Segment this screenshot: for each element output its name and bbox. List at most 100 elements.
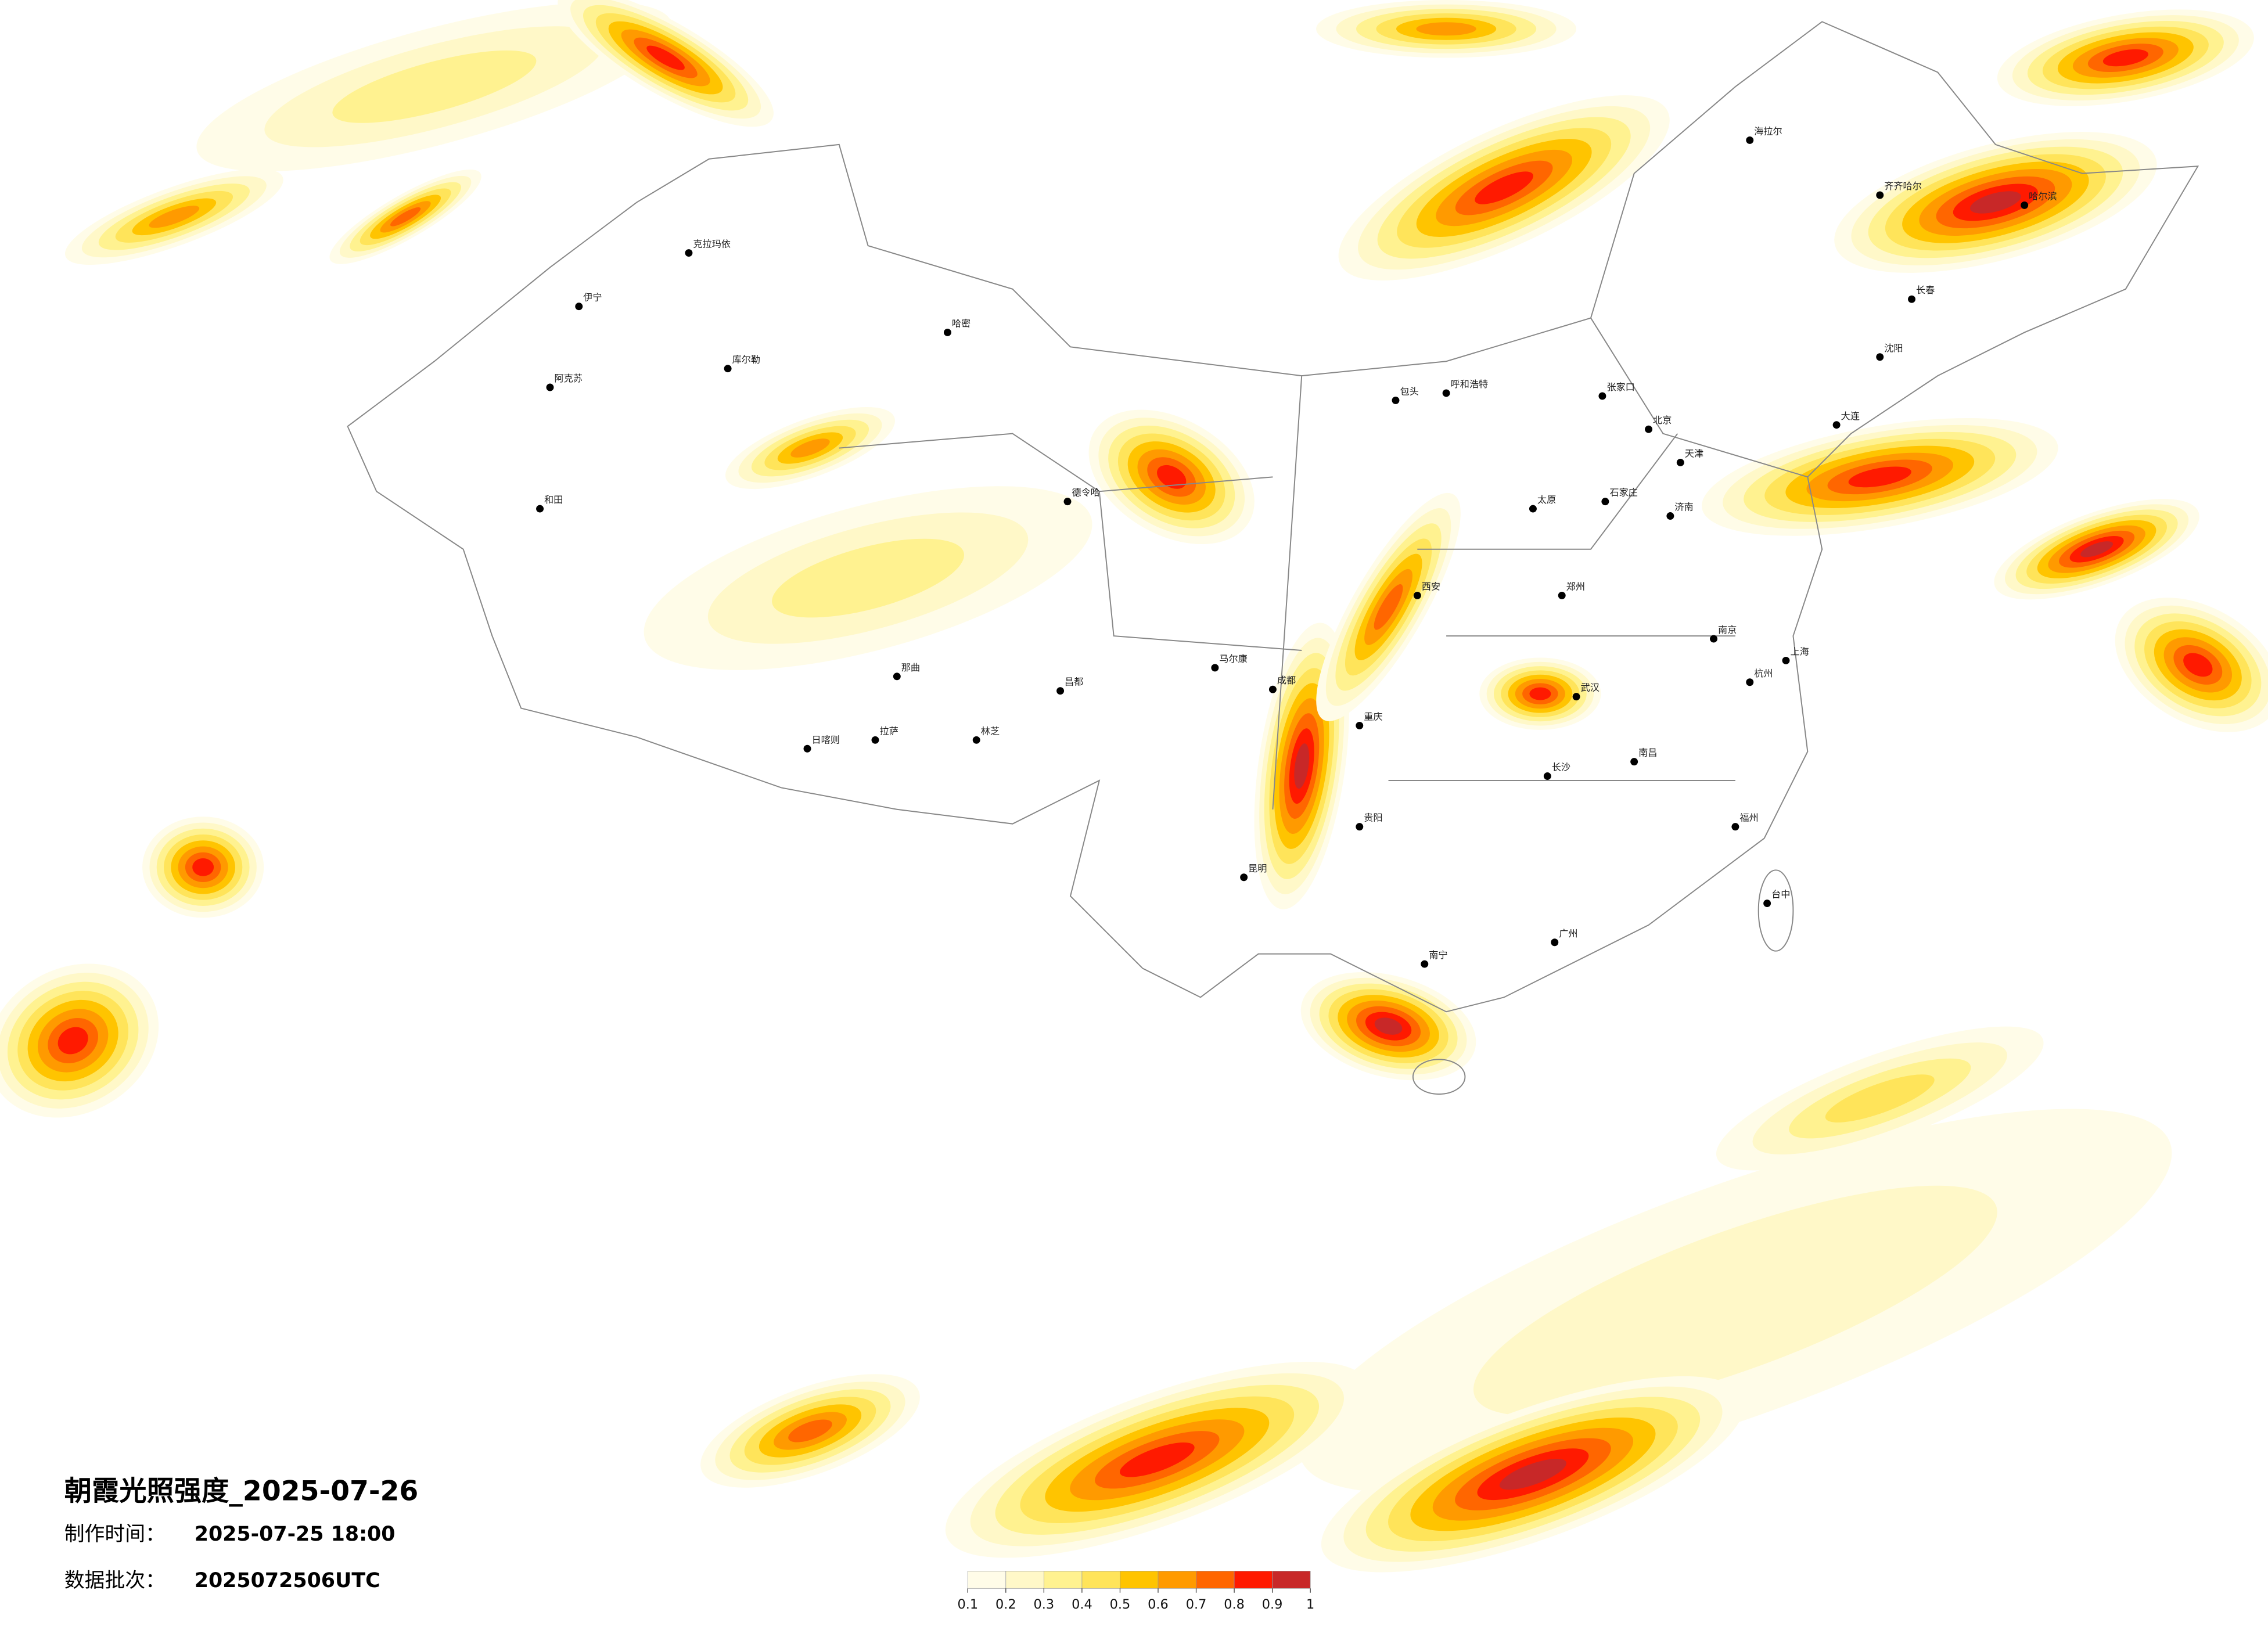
borders	[347, 21, 2199, 1095]
city-dot	[893, 672, 901, 681]
city-dot	[1240, 873, 1248, 882]
city-dot	[1876, 191, 1884, 199]
intensity-patch	[1970, 191, 2021, 214]
legend-swatch	[1196, 1571, 1235, 1589]
city-label: 南京	[1718, 624, 1737, 635]
city-dot	[1551, 938, 1559, 947]
title: 朝霞光照强度_2025-07-26	[64, 1475, 419, 1507]
city-dot	[1763, 900, 1771, 908]
intensity-patch	[1529, 687, 1551, 700]
intensity-patch	[646, 45, 685, 70]
city-label: 哈尔滨	[2029, 190, 2057, 202]
legend: 0.1 0.2 0.3 0.4 0.5 0.6 0.7 0.8 0.9 1	[957, 1571, 1314, 1612]
city-dot	[1731, 823, 1739, 831]
city-label: 郑州	[1566, 581, 1585, 592]
legend-swatch	[1234, 1571, 1273, 1589]
intensity-patch	[1374, 1017, 1403, 1035]
city-label: 南宁	[1429, 949, 1447, 961]
city-label: 日喀则	[811, 734, 839, 745]
city-label: 济南	[1674, 502, 1693, 513]
intensity-patch	[788, 1419, 832, 1442]
city-dot	[1356, 721, 1364, 729]
city-label: 海拉尔	[1754, 125, 1782, 136]
city-dot	[1832, 421, 1841, 429]
intensity-patch	[149, 206, 200, 228]
city-label: 克拉玛依	[693, 239, 731, 250]
city-dot	[972, 736, 980, 744]
city-dot	[1063, 498, 1072, 506]
city-label: 贵阳	[1364, 812, 1382, 823]
intensity-patch	[772, 538, 964, 618]
city-label: 包头	[1400, 386, 1418, 397]
city-dot	[536, 505, 544, 513]
legend-label: 1	[1306, 1597, 1314, 1612]
city-label: 北京	[1653, 415, 1672, 426]
city-dot	[1598, 392, 1606, 400]
legend-label: 0.6	[1148, 1597, 1169, 1612]
city-label: 昆明	[1248, 863, 1267, 874]
city-label: 哈密	[952, 318, 971, 329]
intensity-patch	[192, 858, 214, 876]
intensity-patch	[1848, 466, 1911, 488]
legend-swatch	[1272, 1571, 1311, 1589]
city-label: 太原	[1537, 494, 1556, 505]
city-dot	[1645, 425, 1653, 433]
intensity-patch	[332, 50, 537, 123]
city-dot	[1543, 772, 1551, 780]
intensity-patch	[1119, 1442, 1195, 1477]
city-dot	[1442, 389, 1450, 397]
city-dot	[1268, 685, 1277, 693]
city-dot	[871, 736, 879, 744]
intensity-patch	[1825, 1074, 1935, 1123]
city-label: 和田	[544, 494, 563, 505]
intensity-patch	[1499, 1459, 1566, 1490]
city-dot	[575, 303, 583, 311]
city-label: 大连	[1841, 411, 1860, 422]
hainan	[1412, 1059, 1466, 1095]
city-label: 呼和浩特	[1451, 379, 1489, 390]
city-dot	[1211, 664, 1219, 672]
city-label: 天津	[1685, 448, 1703, 459]
city-label: 库尔勒	[732, 354, 760, 365]
city-dot	[724, 365, 732, 373]
city-dot	[1746, 678, 1754, 686]
city-label: 伊宁	[583, 292, 602, 303]
intensity-patch	[1473, 1185, 1997, 1416]
city-dot	[943, 328, 951, 336]
taiwan	[1757, 869, 1794, 952]
intensity-patch	[1416, 22, 1476, 36]
city-dot	[1558, 591, 1566, 599]
city-label: 沈阳	[1884, 343, 1903, 354]
city-dot	[546, 383, 554, 391]
city-label: 石家庄	[1609, 487, 1637, 498]
city-label: 张家口	[1606, 382, 1634, 393]
city-dot	[803, 744, 811, 753]
city-label: 成都	[1277, 675, 1296, 686]
legend-label: 0.7	[1186, 1597, 1207, 1612]
city-dot	[1392, 396, 1400, 404]
city-label: 拉萨	[879, 725, 898, 736]
city-label: 广州	[1559, 928, 1577, 939]
city-dot	[1601, 498, 1609, 506]
intensity-patch	[1374, 584, 1403, 630]
legend-label: 0.4	[1072, 1597, 1092, 1612]
city-label: 马尔康	[1219, 653, 1247, 664]
batch-value: 2025072506UTC	[195, 1569, 380, 1592]
city-dot	[1782, 656, 1790, 664]
legend-swatch	[967, 1571, 1007, 1589]
legend-label: 0.3	[1034, 1597, 1055, 1612]
legend-label: 0.5	[1110, 1597, 1131, 1612]
legend-swatch	[1043, 1571, 1083, 1589]
city-dot	[1421, 960, 1429, 968]
legend-label: 0.9	[1262, 1597, 1283, 1612]
city-dot	[1413, 591, 1421, 599]
legend-label: 0.2	[995, 1597, 1016, 1612]
city-label: 昌都	[1065, 677, 1083, 688]
city-label: 南昌	[1638, 747, 1657, 758]
intensity-patch	[2080, 541, 2113, 557]
city-label: 台中	[1771, 889, 1790, 900]
batch-label: 数据批次：	[64, 1569, 166, 1592]
intensity-patch	[1475, 171, 1533, 204]
